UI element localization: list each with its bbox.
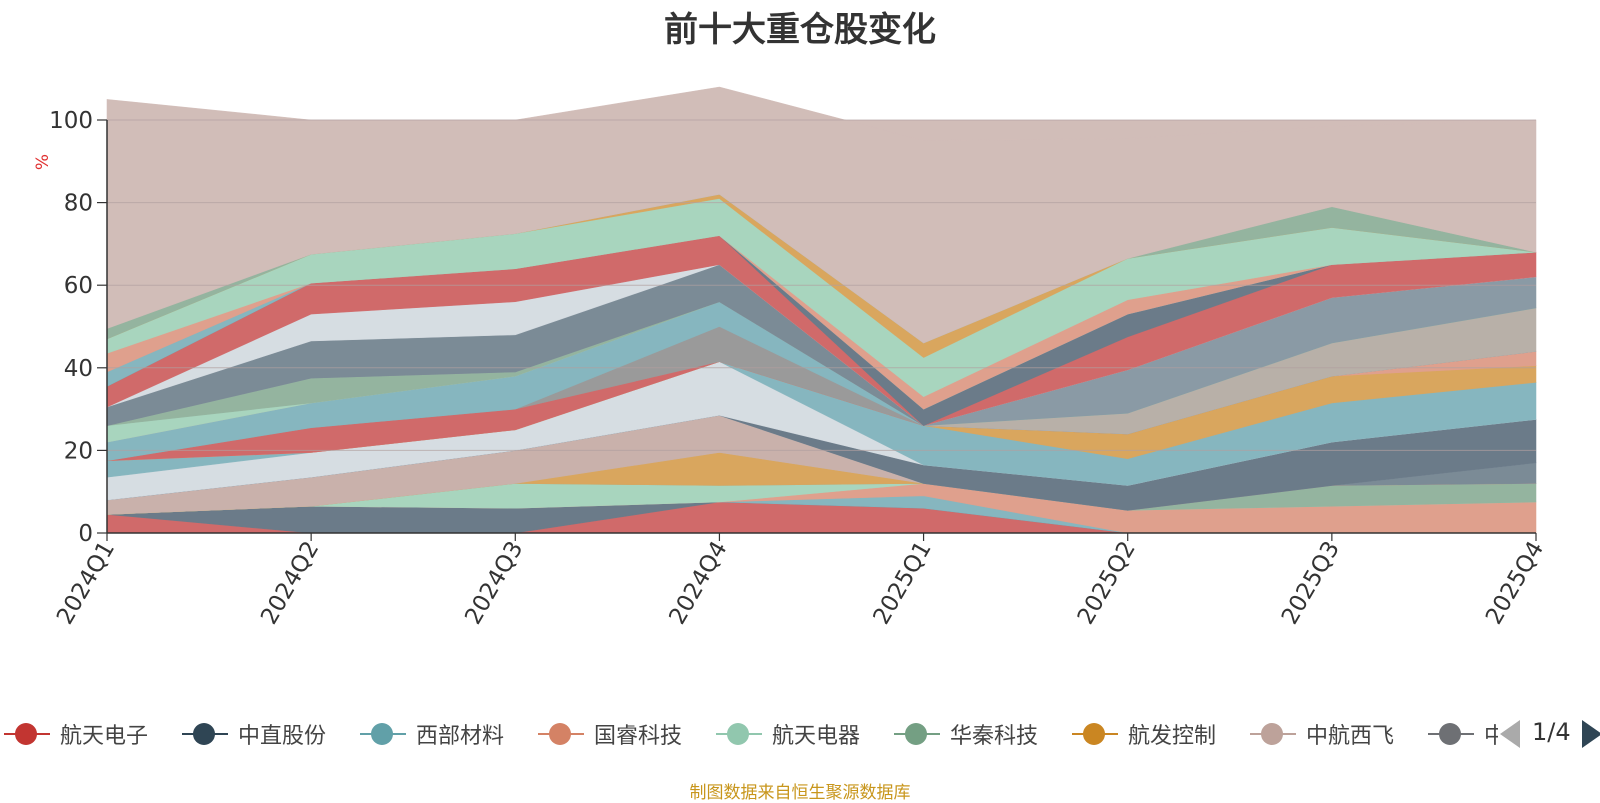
legend-prev-page-icon[interactable] [1500,720,1520,748]
legend-next-page-icon[interactable] [1582,720,1600,748]
legend-marker-icon [712,712,764,756]
chart-title: 前十大重仓股变化 [664,10,936,50]
x-tick-label: 2024Q3 [460,537,528,629]
y-tick-label: 100 [49,108,93,134]
x-tick-label: 2024Q4 [664,537,732,629]
legend-item[interactable]: 中 [1424,712,1506,756]
source-note: 制图数据来自恒生聚源数据库 [689,783,911,803]
legend-item[interactable]: 国睿科技 [534,712,682,756]
y-tick-label: 40 [64,356,93,382]
legend-label: 航天电器 [772,724,861,749]
legend-marker-icon [356,712,408,756]
x-tick-label: 2025Q4 [1481,537,1549,629]
legend-marker-icon [1246,712,1298,756]
legend-label: 西部材料 [416,724,505,749]
legend-page-indicator: 1/4 [1532,718,1571,746]
area-series-32 [106,86,1537,344]
legend-item[interactable]: 华秦科技 [890,712,1038,756]
legend-marker-icon [0,712,52,756]
legend-item[interactable]: 航天电子 [0,712,148,756]
x-tick-label: 2025Q3 [1277,537,1345,629]
legend-marker-icon [534,712,586,756]
legend-marker-icon [890,712,942,756]
x-tick-label: 2024Q1 [52,537,120,629]
legend-label: 华秦科技 [950,724,1039,749]
legend-label: 国睿科技 [594,724,683,749]
legend-marker-icon [1424,712,1476,756]
legend-label: 航发控制 [1128,724,1217,749]
x-tick-label: 2025Q1 [869,537,937,629]
legend-pager: 1/4 [1498,712,1600,756]
legend-item[interactable]: 航发控制 [1068,712,1216,756]
legend-item[interactable]: 航天电器 [712,712,860,756]
legend-marker-icon [178,712,230,756]
legend-label: 航天电子 [60,724,149,749]
legend-item[interactable]: 中直股份 [178,712,326,756]
y-tick-label: 80 [64,191,93,217]
y-tick-label: 60 [64,273,93,299]
legend-item[interactable]: 中航西飞 [1246,712,1394,756]
x-tick-label: 2025Q2 [1073,537,1141,629]
y-axis-unit: % [33,154,53,170]
legend-label: 中直股份 [238,724,327,749]
y-tick-label: 0 [78,521,93,547]
y-tick-label: 20 [64,438,93,464]
legend-item[interactable]: 西部材料 [356,712,504,756]
x-tick-label: 2024Q2 [256,537,324,629]
legend-marker-icon [1068,712,1120,756]
legend: 航天电子 中直股份 西部材料 国睿科技 航天电器 华秦科技 航发控制 中航西飞 中 [0,712,1600,756]
chart-plot: 0 20 40 60 80 100 2024Q1 2024Q2 2024Q3 2024Q4 2025… [33,86,1549,629]
legend-label: 中航西飞 [1306,724,1395,749]
